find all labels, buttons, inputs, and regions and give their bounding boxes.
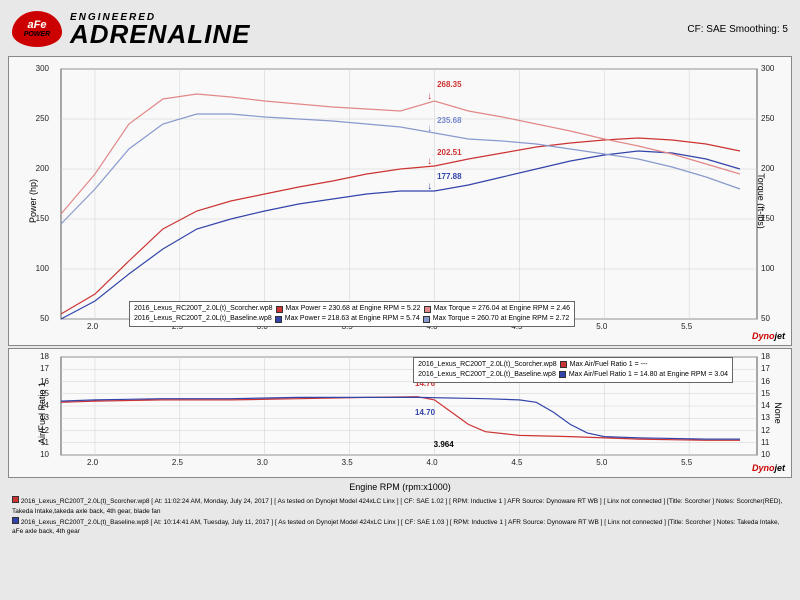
dynojet-logo-main: Dynojet xyxy=(752,331,785,341)
dynojet-logo-afr: Dynojet xyxy=(752,463,785,473)
afr-chart: Air/Fuel Ratio 1 None 101112131415161718… xyxy=(8,348,792,478)
footnote-text-1: 2016_Lexus_RC200T_2.0L(t)_Scorcher.wp8 [… xyxy=(12,498,782,515)
footnotes: 2016_Lexus_RC200T_2.0L(t)_Scorcher.wp8 [… xyxy=(4,492,796,541)
title-adrenaline: ADRENALINE xyxy=(70,23,687,46)
x-axis-title: Engine RPM (rpm:x1000) xyxy=(4,480,796,492)
header-bar: aFe POWER ENGINEERED ADRENALINE CF: SAE … xyxy=(4,4,796,54)
afr-legend: 2016_Lexus_RC200T_2.0L(t)_Scorcher.wp8Ma… xyxy=(413,357,733,383)
logo-text-bottom: POWER xyxy=(24,31,50,38)
title-block: ENGINEERED ADRENALINE xyxy=(70,12,687,46)
legend-row: 2016_Lexus_RC200T_2.0L(t)_Scorcher.wp8Ma… xyxy=(134,304,570,314)
footnote-baseline: 2016_Lexus_RC200T_2.0L(t)_Baseline.wp8 [… xyxy=(12,517,788,538)
page-container: aFe POWER ENGINEERED ADRENALINE CF: SAE … xyxy=(0,0,800,600)
main-dyno-chart: Power (hp) Torque (ft-lbs) 5010015020025… xyxy=(8,56,792,346)
cf-smoothing-label: CF: SAE Smoothing: 5 xyxy=(687,24,788,35)
footnote-text-2: 2016_Lexus_RC200T_2.0L(t)_Baseline.wp8 [… xyxy=(12,519,779,536)
legend-row: 2016_Lexus_RC200T_2.0L(t)_Scorcher.wp8Ma… xyxy=(418,360,728,370)
legend-row: 2016_Lexus_RC200T_2.0L(t)_Baseline.wp8Ma… xyxy=(134,314,570,324)
bullet-icon xyxy=(12,496,19,503)
bullet-icon xyxy=(12,517,19,524)
main-legend: 2016_Lexus_RC200T_2.0L(t)_Scorcher.wp8Ma… xyxy=(129,301,575,327)
logo-text-top: aFe xyxy=(28,20,47,31)
afe-logo: aFe POWER xyxy=(12,11,62,47)
legend-row: 2016_Lexus_RC200T_2.0L(t)_Baseline.wp8Ma… xyxy=(418,370,728,380)
footnote-scorcher: 2016_Lexus_RC200T_2.0L(t)_Scorcher.wp8 [… xyxy=(12,496,788,517)
